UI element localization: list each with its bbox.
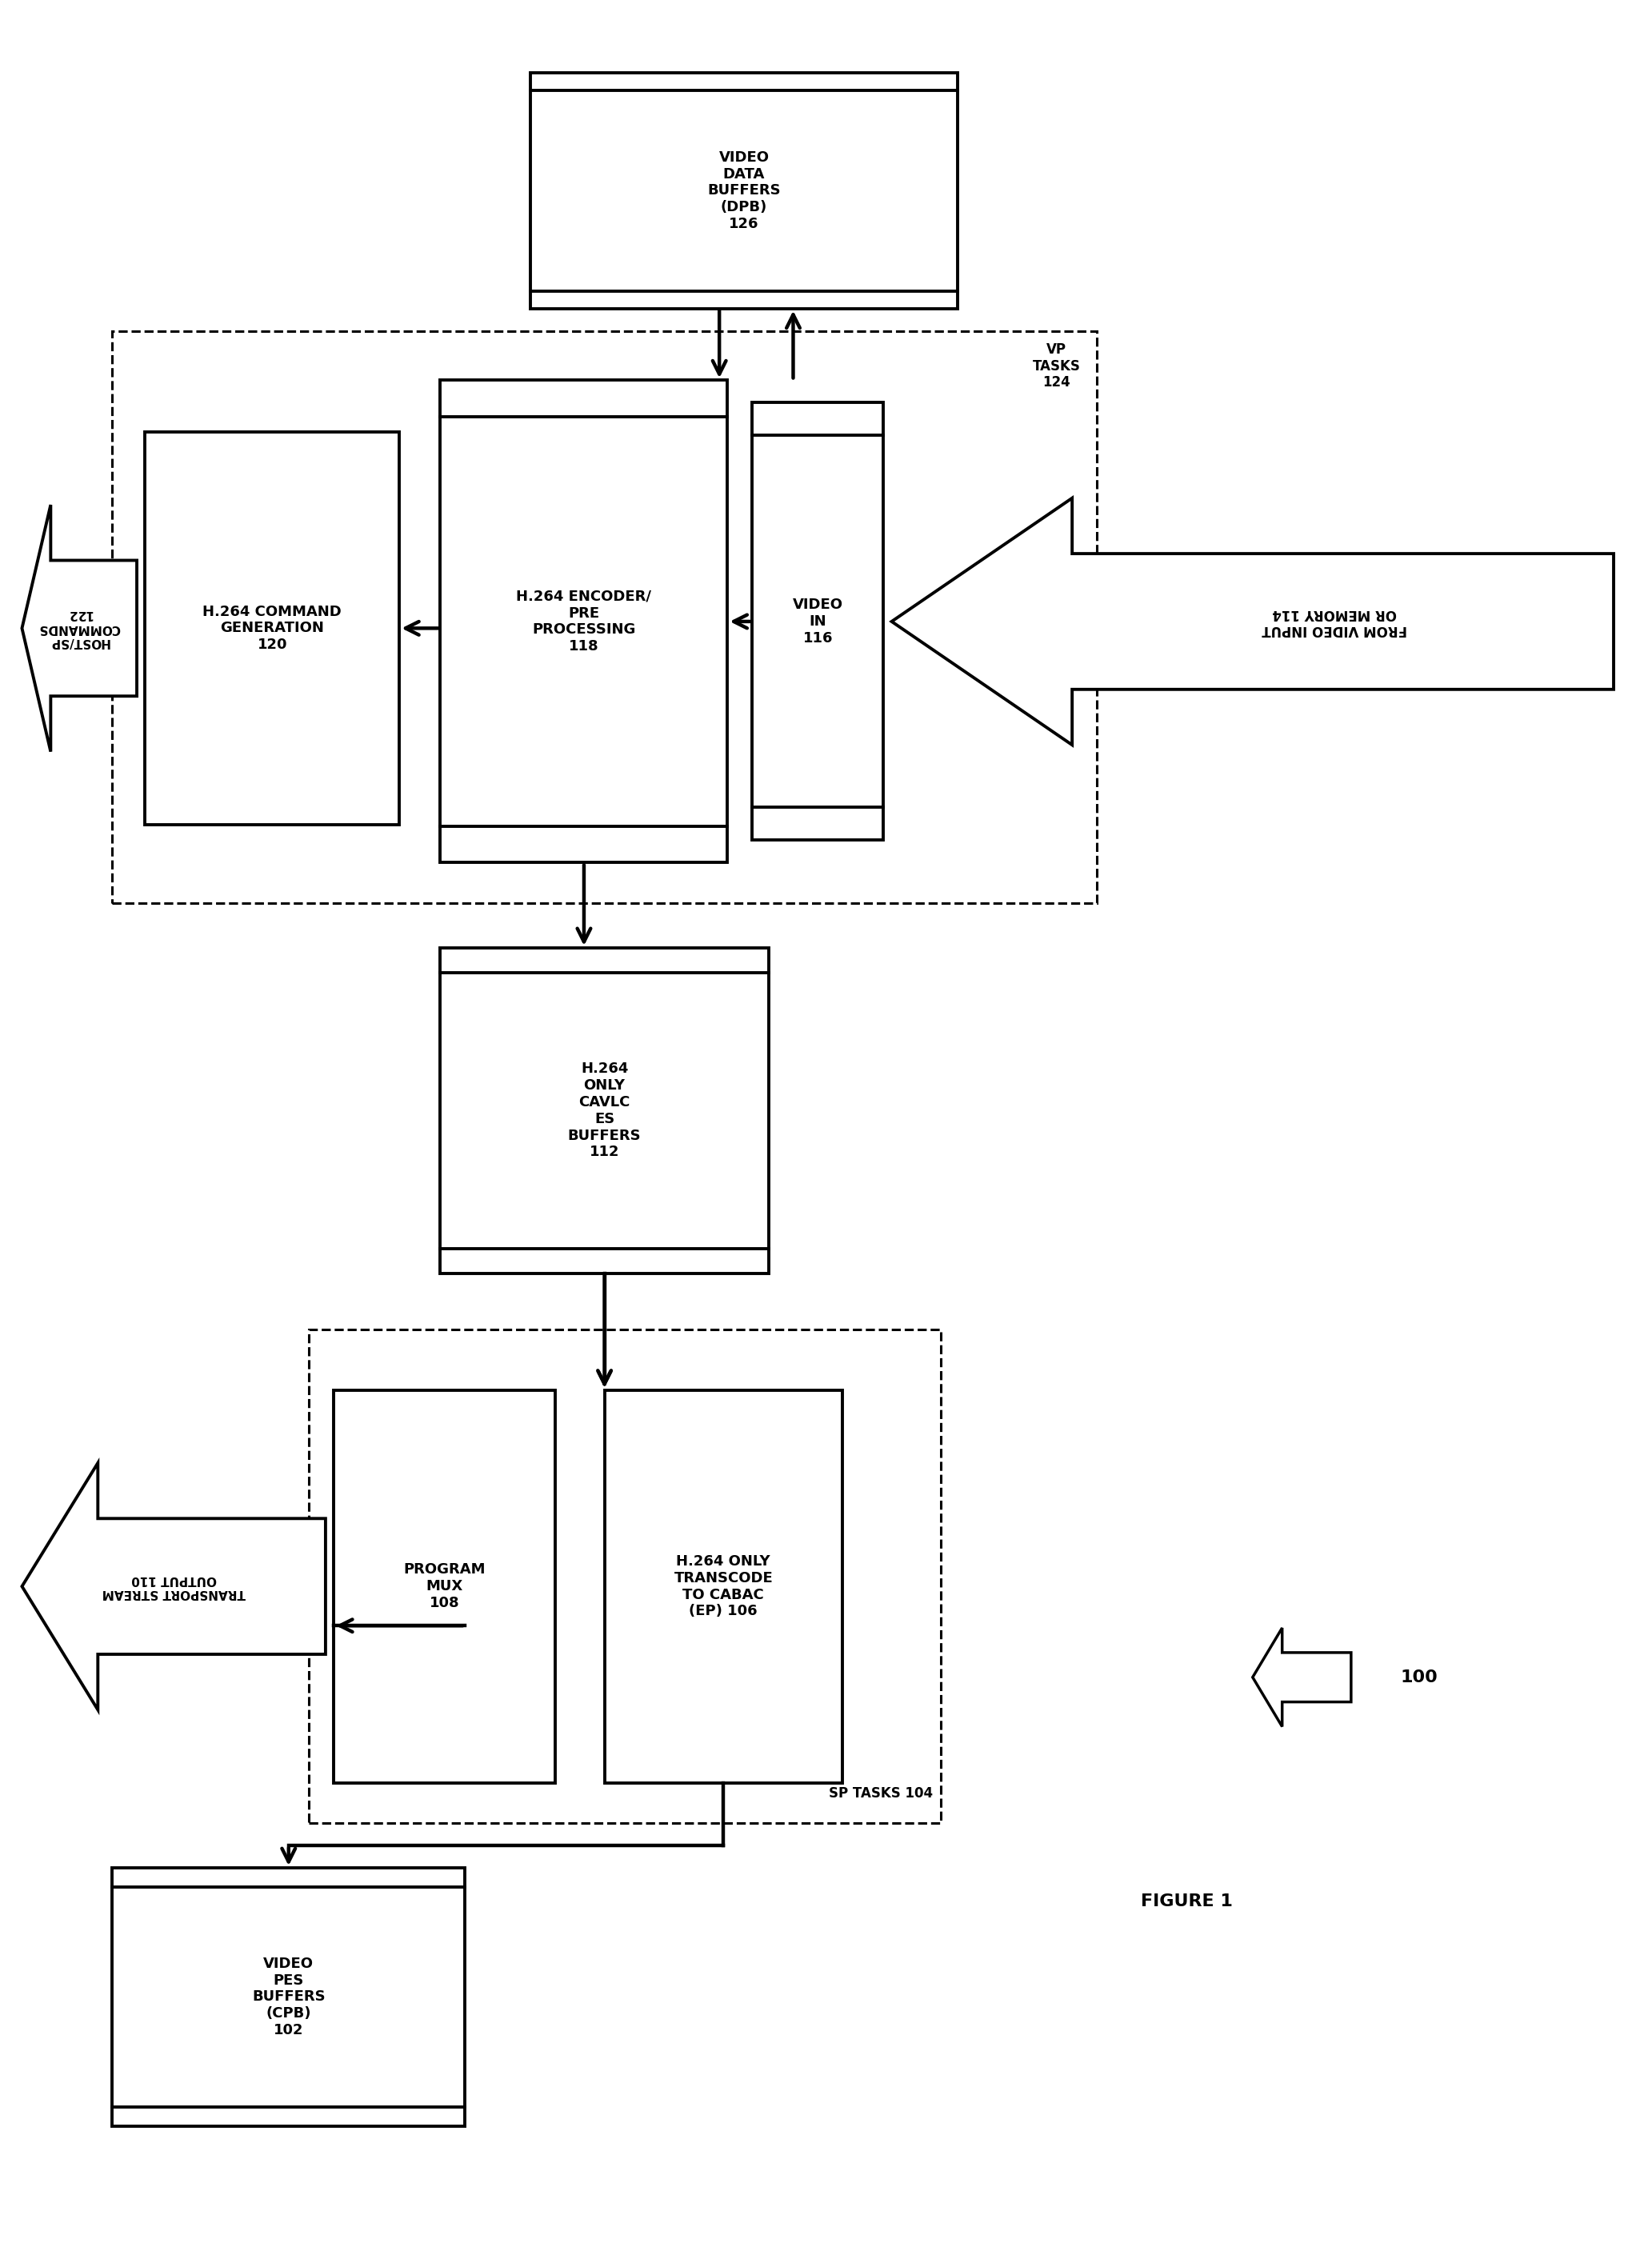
Bar — [334, 1389, 555, 1784]
Text: TRANSPORT STREAM
OUTPUT 110: TRANSPORT STREAM OUTPUT 110 — [102, 1574, 246, 1599]
Bar — [309, 1330, 942, 1822]
Text: SP TASKS 104: SP TASKS 104 — [829, 1786, 933, 1802]
Bar — [605, 1389, 843, 1784]
Text: H.264 COMMAND
GENERATION
120: H.264 COMMAND GENERATION 120 — [203, 604, 342, 652]
Text: 100: 100 — [1401, 1669, 1437, 1684]
Polygon shape — [892, 498, 1614, 744]
Text: VP
TASKS
124: VP TASKS 124 — [1032, 343, 1080, 390]
Text: HOST/SP
COMMANDS
122: HOST/SP COMMANDS 122 — [38, 609, 121, 647]
Bar — [441, 381, 727, 864]
Text: H.264 ENCODER/
PRE
PROCESSING
118: H.264 ENCODER/ PRE PROCESSING 118 — [517, 589, 651, 654]
Text: FIGURE 1: FIGURE 1 — [1142, 1894, 1232, 1910]
Polygon shape — [1252, 1628, 1351, 1727]
Text: VIDEO
DATA
BUFFERS
(DPB)
126: VIDEO DATA BUFFERS (DPB) 126 — [707, 151, 781, 232]
Bar — [441, 947, 768, 1274]
Text: H.264 ONLY
TRANSCODE
TO CABAC
(EP) 106: H.264 ONLY TRANSCODE TO CABAC (EP) 106 — [674, 1554, 773, 1619]
Bar — [112, 1867, 464, 2126]
Polygon shape — [21, 1463, 325, 1709]
Polygon shape — [21, 505, 137, 751]
Bar — [112, 331, 1097, 902]
Text: PROGRAM
MUX
108: PROGRAM MUX 108 — [403, 1563, 486, 1610]
Bar — [752, 404, 884, 841]
Text: FROM VIDEO INPUT
OR MEMORY 114: FROM VIDEO INPUT OR MEMORY 114 — [1262, 607, 1408, 636]
Bar — [530, 72, 957, 309]
Bar — [145, 433, 400, 825]
Text: H.264
ONLY
CAVLC
ES
BUFFERS
112: H.264 ONLY CAVLC ES BUFFERS 112 — [568, 1062, 641, 1159]
Text: VIDEO
IN
116: VIDEO IN 116 — [793, 598, 843, 645]
Text: VIDEO
PES
BUFFERS
(CPB)
102: VIDEO PES BUFFERS (CPB) 102 — [253, 1957, 325, 2039]
